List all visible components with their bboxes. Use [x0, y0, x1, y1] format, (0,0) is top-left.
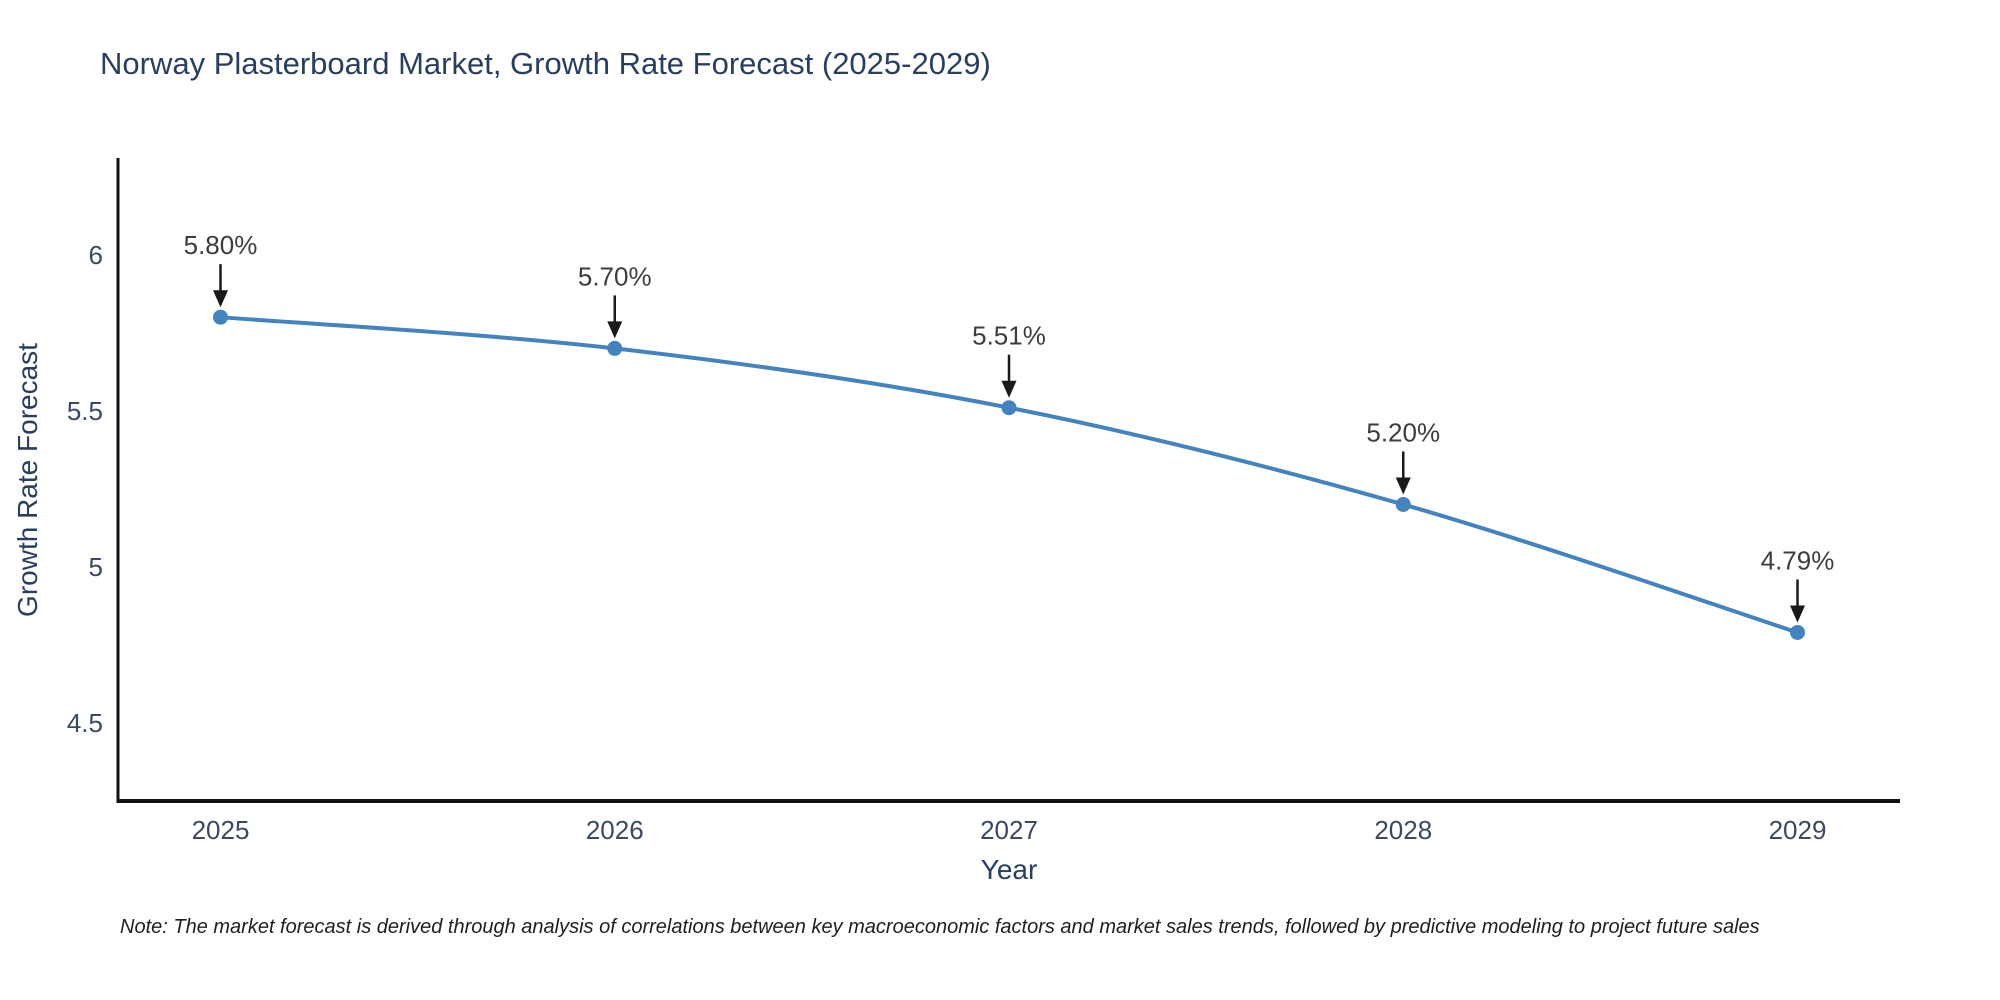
data-point-marker[interactable]	[213, 309, 229, 325]
x-tick-label: 2029	[1769, 815, 1827, 845]
data-point-label: 5.80%	[184, 230, 258, 260]
data-point-marker[interactable]	[1789, 624, 1805, 640]
annotation-arrowhead-icon	[1395, 477, 1411, 495]
annotation-arrowhead-icon	[607, 321, 623, 339]
x-tick-label: 2027	[980, 815, 1038, 845]
data-point-marker[interactable]	[607, 340, 623, 356]
x-tick-label: 2026	[586, 815, 644, 845]
y-tick-label: 6	[89, 240, 103, 270]
x-tick-label: 2025	[192, 815, 250, 845]
data-point-label: 5.20%	[1366, 417, 1440, 447]
data-point-label: 4.79%	[1761, 545, 1835, 575]
data-point-marker[interactable]	[1395, 496, 1411, 512]
annotation-arrowhead-icon	[213, 290, 229, 308]
footnote-text: Note: The market forecast is derived thr…	[120, 916, 1760, 938]
annotation-arrowhead-icon	[1789, 605, 1805, 623]
data-point-marker[interactable]	[1001, 400, 1017, 416]
data-point-label: 5.51%	[972, 321, 1046, 351]
chart-title: Norway Plasterboard Market, Growth Rate …	[100, 46, 991, 81]
x-tick-label: 2028	[1374, 815, 1432, 845]
data-point-label: 5.70%	[578, 261, 652, 291]
x-axis-title: Year	[980, 854, 1038, 885]
y-tick-label: 4.5	[67, 708, 103, 738]
y-tick-label: 5.5	[67, 396, 103, 426]
annotation-arrowhead-icon	[1001, 380, 1017, 398]
y-tick-label: 5	[89, 552, 103, 582]
